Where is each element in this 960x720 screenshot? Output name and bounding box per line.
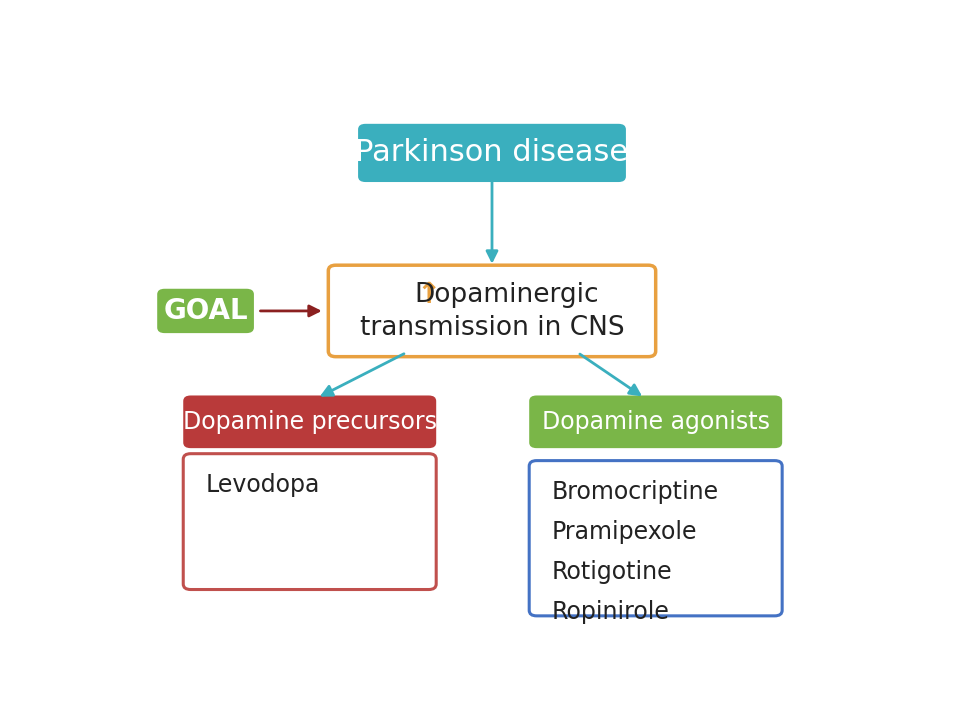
Text: Bromocriptine
Pramipexole
Rotigotine
Ropinirole: Bromocriptine Pramipexole Rotigotine Rop… [551,480,719,624]
FancyBboxPatch shape [183,454,436,590]
Text: transmission in CNS: transmission in CNS [360,315,624,341]
FancyBboxPatch shape [358,124,626,182]
FancyBboxPatch shape [183,395,436,448]
Text: Dopaminergic: Dopaminergic [415,282,599,308]
Text: GOAL: GOAL [163,297,248,325]
Text: Levodopa: Levodopa [205,473,320,497]
FancyBboxPatch shape [328,265,656,356]
Text: ↑: ↑ [417,282,441,310]
Text: Parkinson disease: Parkinson disease [355,138,629,168]
FancyBboxPatch shape [529,461,782,616]
Text: Dopamine agonists: Dopamine agonists [541,410,770,434]
FancyBboxPatch shape [157,289,253,333]
Text: Dopamine precursors: Dopamine precursors [182,410,437,434]
FancyBboxPatch shape [529,395,782,448]
